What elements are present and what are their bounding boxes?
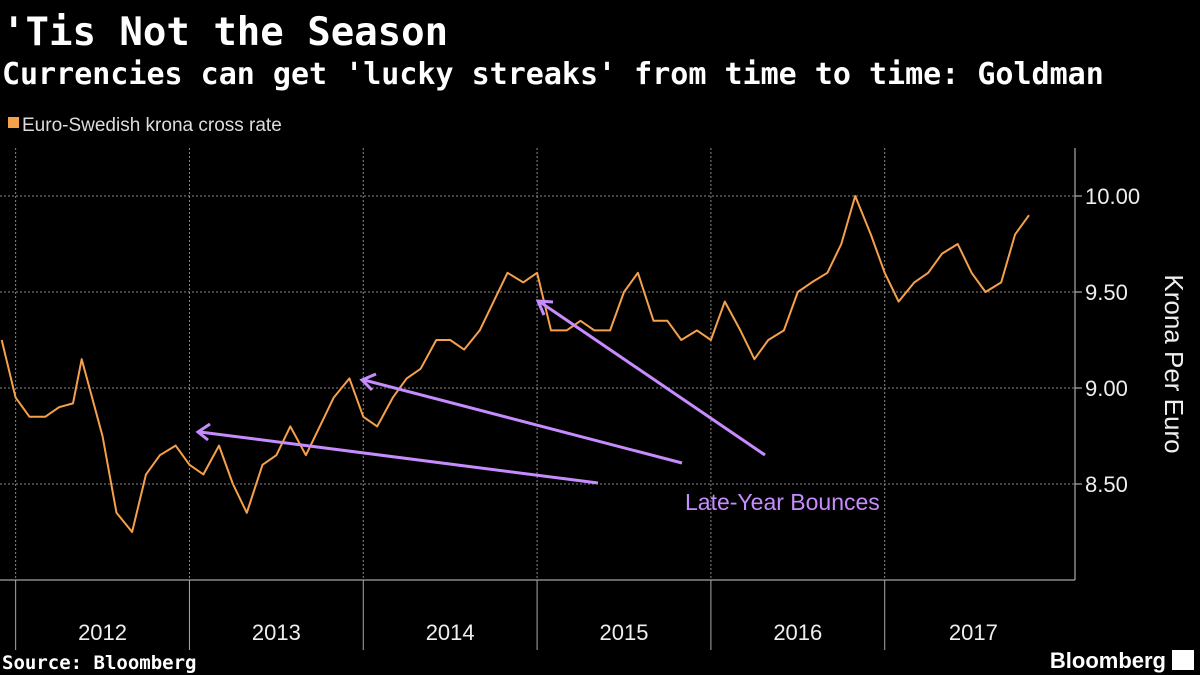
y-tick-label: 10.00 <box>1085 184 1140 209</box>
x-tick-label: 2014 <box>426 620 475 645</box>
legend-swatch <box>8 117 19 128</box>
series-line <box>0 195 1030 533</box>
y-tick-label: 9.00 <box>1085 376 1128 401</box>
grid: 8.50 9.00 9.50 10.00 2012 2013 2014 2015 2016 201… <box>0 148 1140 650</box>
arrow <box>199 430 599 485</box>
marks <box>0 195 1030 533</box>
y-tick-label: 9.50 <box>1085 280 1128 305</box>
legend-label: Euro-Swedish krona cross rate <box>22 115 282 136</box>
y-axis-label: Krona Per Euro <box>1159 274 1189 453</box>
brand: Bloomberg <box>1050 648 1166 673</box>
brand-icon <box>1172 650 1194 670</box>
x-tick-label: 2012 <box>78 620 127 645</box>
x-tick-label: 2015 <box>600 620 649 645</box>
source: Source: Bloomberg <box>2 652 196 674</box>
arrow-head <box>195 422 211 442</box>
annotation-arrows <box>195 299 766 485</box>
arrow <box>539 300 766 457</box>
x-tick-label: 2017 <box>949 620 998 645</box>
arrow-head <box>535 299 554 316</box>
arrow <box>363 378 683 465</box>
annotation: Late-Year Bounces <box>685 489 880 515</box>
arrow-head <box>359 372 377 392</box>
x-tick-label: 2013 <box>252 620 301 645</box>
chart-title: 'Tis Not the Season <box>2 10 448 55</box>
chart-subtitle: Currencies can get 'lucky streaks' from … <box>2 57 1104 92</box>
x-tick-label: 2016 <box>773 620 822 645</box>
y-tick-label: 8.50 <box>1085 472 1128 497</box>
